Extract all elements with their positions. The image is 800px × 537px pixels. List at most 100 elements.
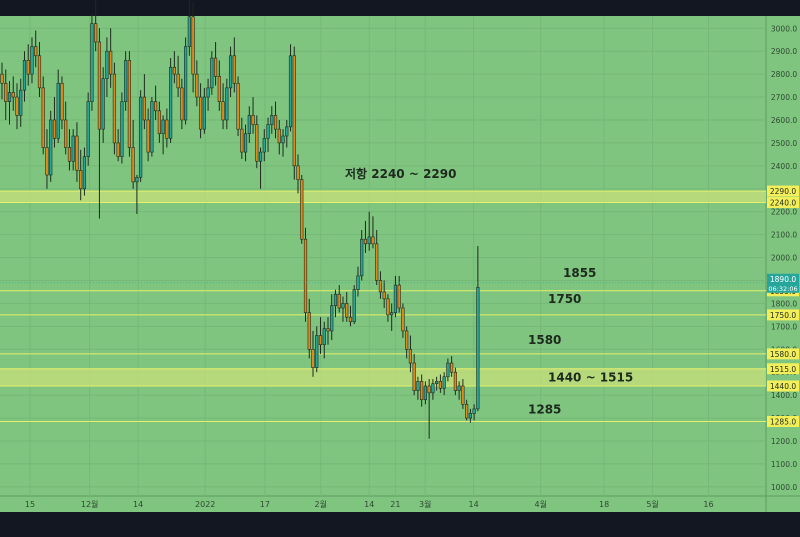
candle[interactable] xyxy=(172,51,176,84)
candle[interactable] xyxy=(401,303,405,338)
candle[interactable] xyxy=(382,280,386,309)
candle[interactable] xyxy=(345,291,349,322)
candle[interactable] xyxy=(90,14,94,111)
candle[interactable] xyxy=(198,83,203,139)
candle[interactable] xyxy=(273,101,278,139)
candle[interactable] xyxy=(243,124,248,162)
candle[interactable] xyxy=(213,42,218,86)
candle[interactable] xyxy=(247,106,251,143)
candle[interactable] xyxy=(86,92,90,166)
candle[interactable] xyxy=(195,60,199,107)
candle[interactable] xyxy=(105,37,109,98)
candle[interactable] xyxy=(64,101,68,155)
time-axis[interactable]: 15 12월 14 2022 17 2월 14 21 3월 14 4월 18 5월 16 xyxy=(25,499,714,509)
candle[interactable] xyxy=(461,379,465,409)
candle[interactable] xyxy=(206,78,210,111)
candle[interactable] xyxy=(221,83,225,130)
candle[interactable] xyxy=(453,367,457,396)
candle[interactable] xyxy=(120,92,124,164)
candle[interactable] xyxy=(322,321,326,359)
candle[interactable] xyxy=(457,381,461,400)
candle[interactable] xyxy=(71,129,75,171)
candle[interactable] xyxy=(255,115,259,169)
candle[interactable] xyxy=(142,74,146,130)
candle[interactable] xyxy=(251,97,255,134)
candle[interactable] xyxy=(262,129,266,162)
candle[interactable] xyxy=(367,211,371,251)
candle[interactable] xyxy=(465,399,469,421)
candle[interactable] xyxy=(37,42,42,98)
candle[interactable] xyxy=(41,76,45,155)
candle[interactable] xyxy=(165,108,169,148)
candle[interactable] xyxy=(318,317,323,354)
candle[interactable] xyxy=(75,122,79,182)
candle[interactable] xyxy=(288,44,293,132)
candle[interactable] xyxy=(161,115,165,155)
candle[interactable] xyxy=(157,101,161,143)
candle[interactable] xyxy=(326,317,330,345)
candle[interactable] xyxy=(420,374,424,407)
candle[interactable] xyxy=(184,37,188,125)
candle[interactable] xyxy=(277,119,281,155)
candle[interactable] xyxy=(191,3,195,93)
candle[interactable] xyxy=(154,85,158,120)
candle[interactable] xyxy=(109,28,113,88)
candle[interactable] xyxy=(79,149,83,201)
candle[interactable] xyxy=(303,227,308,322)
candle[interactable] xyxy=(202,87,206,134)
candle[interactable] xyxy=(427,379,431,439)
candle[interactable] xyxy=(393,275,398,318)
candle[interactable] xyxy=(405,326,409,359)
candle[interactable] xyxy=(450,356,454,377)
candle[interactable] xyxy=(397,275,401,313)
candle[interactable] xyxy=(11,76,15,111)
candle[interactable] xyxy=(416,376,420,400)
candle[interactable] xyxy=(285,119,289,148)
candle[interactable] xyxy=(180,78,184,130)
candle[interactable] xyxy=(97,28,102,219)
candle[interactable] xyxy=(45,129,49,189)
candle[interactable] xyxy=(307,298,311,359)
candle[interactable] xyxy=(266,117,270,153)
candle[interactable] xyxy=(4,69,8,120)
candle[interactable] xyxy=(15,83,19,130)
candle[interactable] xyxy=(300,175,304,244)
candle[interactable] xyxy=(341,296,345,322)
candle[interactable] xyxy=(94,0,98,52)
candle[interactable] xyxy=(352,285,356,325)
candle[interactable] xyxy=(22,51,27,102)
candle[interactable] xyxy=(225,78,229,130)
candle[interactable] xyxy=(217,60,221,111)
candle[interactable] xyxy=(146,108,150,162)
candle[interactable] xyxy=(131,119,135,189)
candle[interactable] xyxy=(435,376,439,391)
candle[interactable] xyxy=(386,294,390,322)
candle[interactable] xyxy=(442,372,446,396)
candle[interactable] xyxy=(236,76,240,137)
candle[interactable] xyxy=(408,335,413,373)
candle[interactable] xyxy=(232,37,236,93)
candle[interactable] xyxy=(438,374,442,393)
candle[interactable] xyxy=(270,106,274,134)
candle[interactable] xyxy=(348,305,353,327)
candle[interactable] xyxy=(124,51,128,111)
candle[interactable] xyxy=(258,147,263,189)
candle[interactable] xyxy=(112,62,117,155)
candle[interactable] xyxy=(311,330,315,377)
candle[interactable] xyxy=(135,175,139,214)
candle[interactable] xyxy=(127,51,131,157)
candle[interactable] xyxy=(431,379,435,400)
candle[interactable] xyxy=(60,76,64,130)
candle[interactable] xyxy=(315,326,319,373)
candle[interactable] xyxy=(446,358,450,382)
candle[interactable] xyxy=(49,110,53,182)
candle[interactable] xyxy=(296,154,300,194)
candle[interactable] xyxy=(371,216,375,249)
candle[interactable] xyxy=(67,129,72,171)
candle[interactable] xyxy=(412,353,416,396)
candle[interactable] xyxy=(472,404,476,421)
candle[interactable] xyxy=(82,147,87,196)
candle[interactable] xyxy=(150,97,154,157)
candle[interactable] xyxy=(34,30,38,68)
